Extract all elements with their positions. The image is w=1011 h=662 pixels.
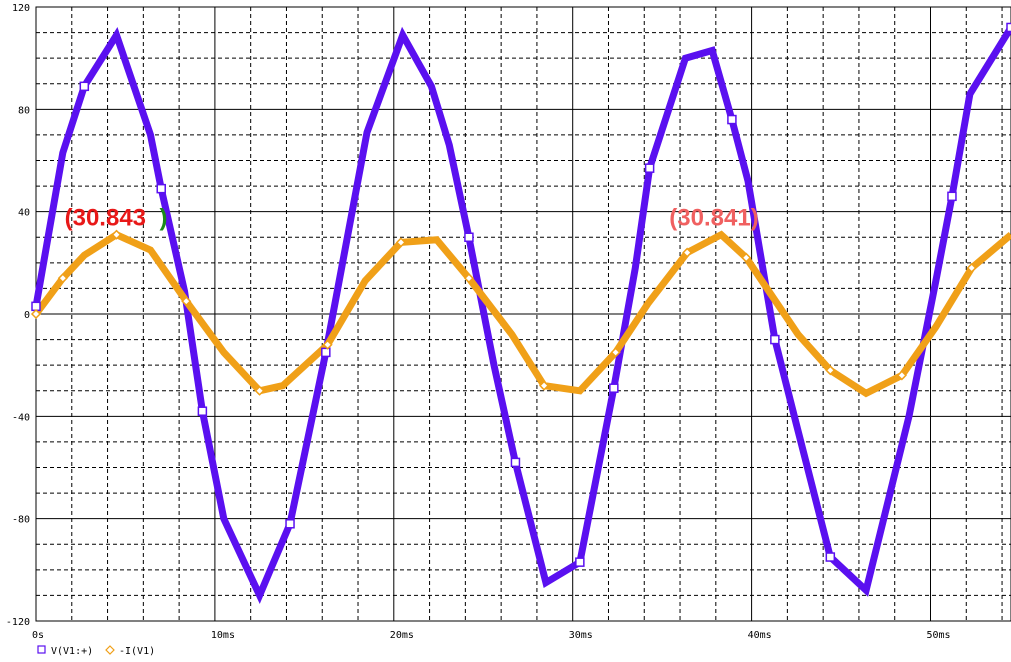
x-tick-label: 40ms: [748, 630, 772, 641]
data-point-i: [966, 262, 977, 274]
data-point-v: [321, 347, 331, 358]
data-point-v: [197, 406, 208, 416]
legend-marker-v: [37, 645, 46, 654]
data-point-v: [156, 183, 166, 194]
annotation-label-3: (30.841): [669, 205, 758, 232]
data-point-v: [727, 114, 737, 125]
data-point-i: [181, 296, 192, 307]
data-point-v: [825, 552, 836, 562]
y-tick-label: -120: [6, 617, 30, 628]
data-point-i: [322, 339, 333, 350]
data-point-i: [539, 380, 550, 391]
data-point-i: [30, 308, 42, 320]
data-point-i: [254, 385, 265, 396]
legend: V(V1:+) -I(V1): [37, 645, 155, 657]
y-tick-label: 120: [12, 3, 30, 14]
data-point-i: [395, 237, 407, 248]
y-tick-label: 0: [24, 310, 30, 321]
annotation-label-2: ): [159, 205, 167, 232]
x-tick-label: 0s: [32, 630, 44, 641]
data-point-i: [463, 273, 474, 284]
data-point-i: [825, 365, 836, 376]
data-point-v: [464, 232, 474, 242]
series-layer: [30, 22, 1011, 605]
data-point-v: [644, 163, 655, 173]
data-point-v: [770, 334, 780, 345]
data-point-v: [510, 457, 521, 468]
data-point-i: [610, 347, 621, 358]
legend-marker-i: [105, 645, 115, 655]
data-point-i: [682, 247, 693, 258]
x-tick-label: 50ms: [926, 630, 950, 641]
x-axis-ticks: 0s 10ms 20ms 30ms 40ms 50ms: [32, 630, 951, 641]
data-point-i: [741, 252, 752, 263]
data-point-v: [575, 557, 585, 567]
y-tick-label: 80: [18, 105, 30, 116]
data-point-i: [111, 229, 122, 240]
annotation-label-1: (30.843: [65, 205, 146, 232]
x-tick-label: 30ms: [569, 630, 593, 641]
y-tick-label: 40: [18, 208, 30, 219]
data-point-v: [609, 383, 619, 393]
annotations: (30.843) (30.841): [65, 205, 759, 232]
data-point-i: [896, 370, 907, 381]
y-tick-label: -40: [12, 412, 30, 423]
series-line-2: [33, 230, 1011, 398]
y-tick-label: -80: [12, 515, 30, 526]
legend-label-1: V(V1:+): [51, 646, 93, 657]
data-point-v: [1006, 22, 1011, 33]
series-line-1: [32, 25, 1011, 605]
legend-label-2: -I(V1): [119, 646, 155, 657]
x-tick-label: 20ms: [390, 630, 414, 641]
x-tick-label: 10ms: [211, 630, 235, 641]
data-point-v: [79, 81, 90, 92]
data-point-v: [285, 519, 295, 529]
y-axis-ticks: 120 80 40 0 -40 -80 -120: [6, 3, 30, 628]
data-point-v: [947, 191, 957, 202]
data-point-i: [57, 273, 68, 284]
